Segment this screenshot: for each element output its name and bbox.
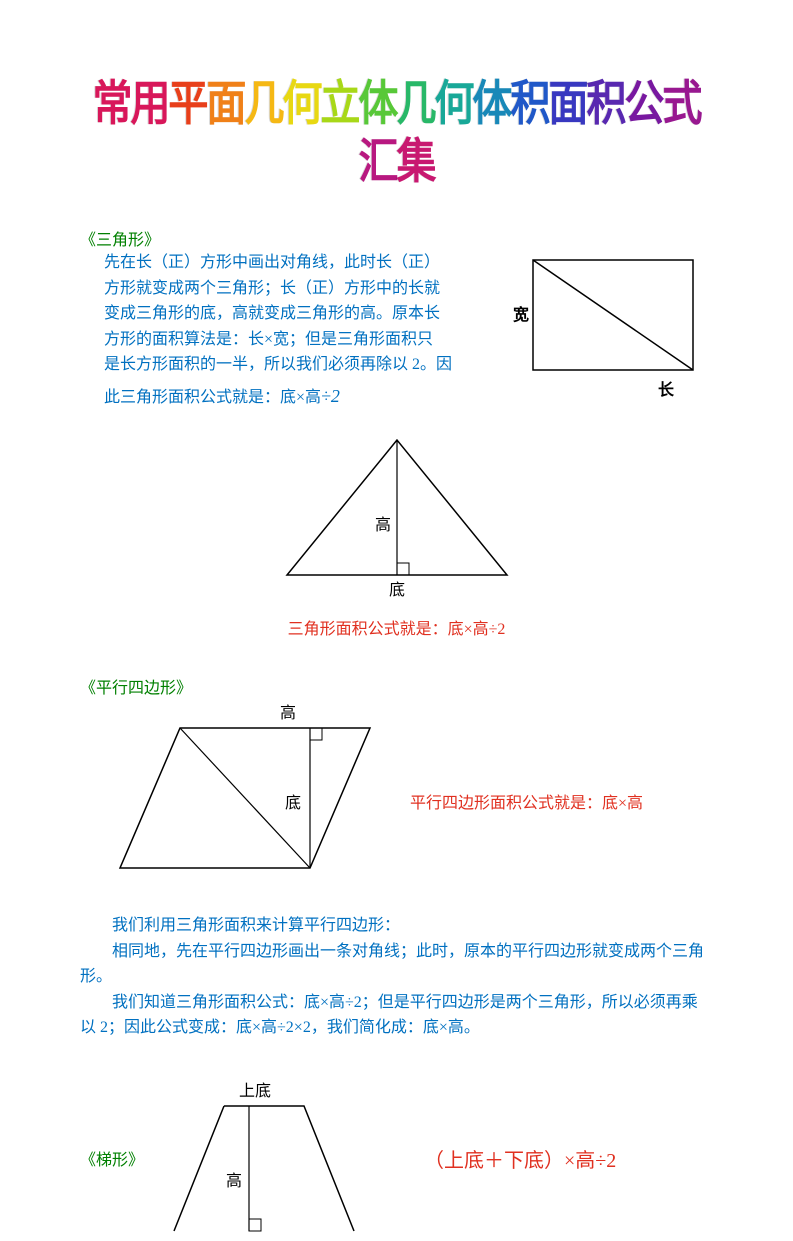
label-height: 高 [280,704,296,722]
parallelogram-formula: 平行四边形面积公式就是：底×高 [410,789,643,813]
parallelogram-explanation: 我们利用三角形面积来计算平行四边形： 相同地，先在平行四边形画出一条对角线；此时… [80,913,713,1041]
text-line: 方形的面积算法是：长×宽；但是三角形面积只 [104,327,493,353]
triangle-diagram: 高 底 [80,430,713,610]
section-triangle: 《三角形》 先在长（正）方形中画出对角线，此时长（正） 方形就变成两个三角形；长… [80,226,713,639]
triangle-formula: 三角形面积公式就是：底×高÷2 [80,615,713,639]
right-angle-mark [397,563,409,575]
rect-diagonal [533,260,693,370]
text-line: 相同地，先在平行四边形画出一条对角线；此时，原本的平行四边形就变成两个三角形。 [80,939,713,990]
heading-parallelogram: 《平行四边形》 [80,674,713,698]
right-angle-mark [310,728,322,740]
triangle-explanation: 先在长（正）方形中画出对角线，此时长（正） 方形就变成两个三角形；长（正）方形中… [80,250,493,411]
text-line: 我们利用三角形面积来计算平行四边形： [80,913,713,939]
trapezoid-formula: （上底＋下底）×高÷2 [424,1144,616,1173]
label-height: 高 [375,516,391,534]
heading-triangle: 《三角形》 [80,226,713,250]
trapezoid-right [224,1106,354,1231]
trapezoid-diagram: 上底 高 [164,1076,384,1241]
right-angle-mark [249,1219,261,1231]
rectangle-diagram: 宽 长 [513,250,713,415]
page-title: 常用平面几何立体几何体积面积公式汇集 [80,70,713,186]
label-height: 高 [226,1172,242,1190]
section-trapezoid: 《梯形》 上底 高 （上底＋下底）×高÷2 [80,1076,713,1241]
label-base: 底 [389,581,405,599]
text-line: 是长方形面积的一半，所以我们必须再除以 2。因 [104,352,493,378]
label-width: 宽 [513,305,529,324]
text-line: 我们知道三角形面积公式：底×高÷2；但是平行四边形是两个三角形，所以必须再乘以 … [80,990,713,1041]
text-line: 方形就变成两个三角形；长（正）方形中的长就 [104,276,493,302]
text-line: 变成三角形的底，高就变成三角形的高。原本长 [104,301,493,327]
heading-trapezoid: 《梯形》 [80,1146,144,1170]
label-length: 长 [658,380,675,399]
label-top: 上底 [239,1082,271,1100]
section-parallelogram: 《平行四边形》 高 底 平行四边形面积公式就是：底×高 我们利用三角形面积来计算… [80,674,713,1041]
text-line: 先在长（正）方形中画出对角线，此时长（正） [104,250,493,276]
text-line: 此三角形面积公式就是：底×高÷2 [104,382,493,411]
parallelogram-diagram: 高 底 [80,698,390,903]
label-base: 底 [285,794,301,812]
trapezoid-left [174,1106,224,1231]
